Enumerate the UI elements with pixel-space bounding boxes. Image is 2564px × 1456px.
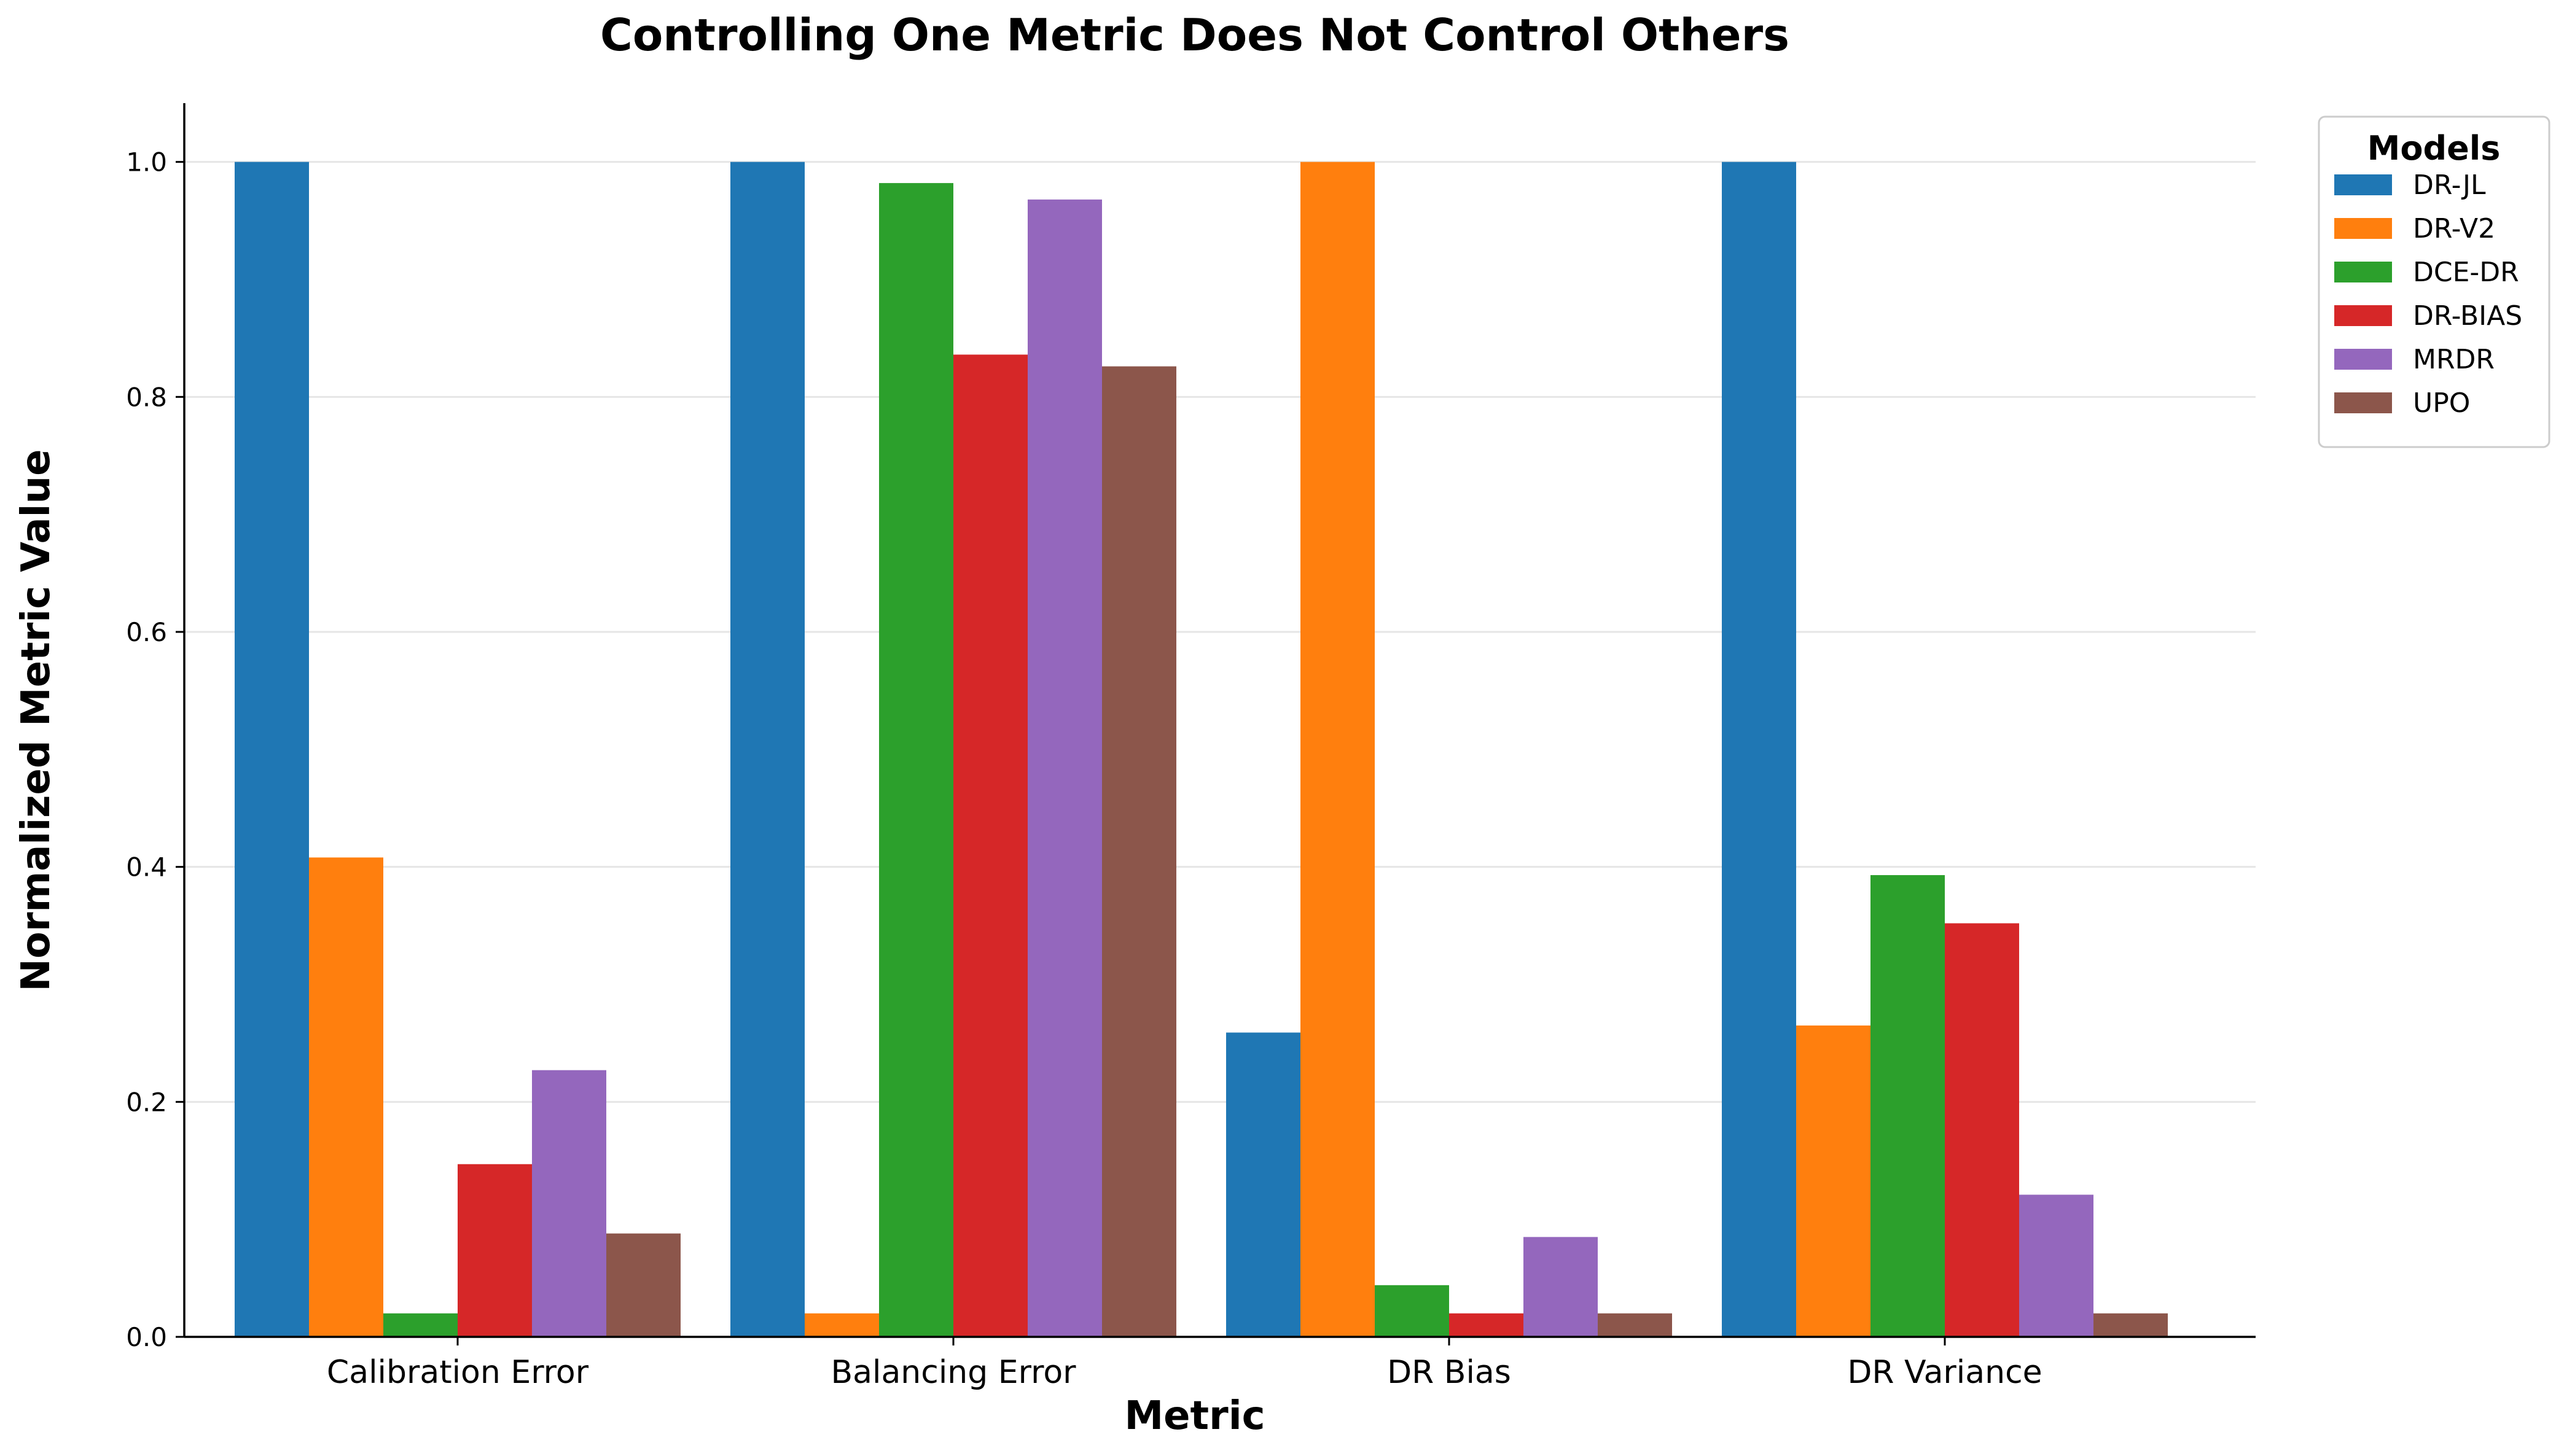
- legend-swatch-mrdr: [2334, 349, 2392, 370]
- legend-label-mrdr: MRDR: [2413, 344, 2495, 375]
- x-tick-label: Balancing Error: [831, 1354, 1076, 1391]
- y-tick-label: 0.2: [126, 1087, 167, 1117]
- bar-upo-4: [2093, 1313, 2168, 1337]
- x-ticks: Calibration Error Balancing Error DR Bias D…: [327, 1337, 2042, 1391]
- bar-dr-bias-3: [1449, 1313, 1523, 1337]
- bar-dr-jl-1: [235, 162, 309, 1337]
- y-axis-label: Normalized Metric Value: [14, 449, 59, 991]
- bar-dce-dr-4: [1870, 875, 1945, 1337]
- bar-upo-1: [606, 1233, 681, 1337]
- legend-swatch-dce-dr: [2334, 262, 2392, 282]
- bar-mrdr-2: [1028, 199, 1102, 1337]
- legend-title: Models: [2367, 129, 2501, 168]
- bar-dr-v2-2: [805, 1313, 879, 1337]
- bar-dr-bias-2: [953, 354, 1028, 1337]
- y-tick-label: 0.8: [126, 382, 167, 412]
- bar-dce-dr-2: [879, 183, 953, 1337]
- bar-dr-v2-3: [1300, 162, 1375, 1337]
- y-tick-label: 0.6: [126, 617, 167, 647]
- x-tick-label: Calibration Error: [327, 1354, 589, 1391]
- bar-dce-dr-3: [1375, 1285, 1449, 1337]
- legend-swatch-dr-bias: [2334, 305, 2392, 326]
- legend-swatch-dr-v2: [2334, 218, 2392, 239]
- chart-title: Controlling One Metric Does Not Control …: [600, 9, 1789, 61]
- y-tick-label: 1.0: [126, 147, 167, 177]
- bar-dr-v2-1: [309, 857, 383, 1337]
- bar-mrdr-4: [2019, 1194, 2093, 1337]
- legend-swatch-dr-jl: [2334, 174, 2392, 195]
- y-ticks: 0.0 0.2 0.4 0.6 0.8 1.0: [126, 147, 184, 1352]
- bar-dr-bias-1: [458, 1164, 532, 1337]
- legend-label-upo: UPO: [2413, 387, 2470, 419]
- bar-dr-jl-3: [1226, 1032, 1300, 1337]
- x-tick-label: DR Variance: [1847, 1354, 2042, 1391]
- axes: [183, 103, 2256, 1338]
- y-tick-label: 0.0: [126, 1322, 167, 1352]
- y-tick-label: 0.4: [126, 852, 167, 882]
- legend-label-dr-bias: DR-BIAS: [2413, 300, 2522, 332]
- bar-dr-jl-2: [730, 162, 805, 1337]
- bars: [235, 162, 2168, 1337]
- bar-dr-bias-4: [1945, 923, 2019, 1337]
- bar-mrdr-1: [532, 1070, 606, 1337]
- bar-upo-2: [1102, 366, 1176, 1337]
- legend-label-dr-v2: DR-V2: [2413, 213, 2495, 244]
- x-tick-label: DR Bias: [1387, 1354, 1511, 1391]
- legend-swatch-upo: [2334, 392, 2392, 413]
- bar-dr-jl-4: [1722, 162, 1796, 1337]
- legend-label-dr-jl: DR-JL: [2413, 169, 2486, 201]
- legend: Models DR-JL DR-V2 DCE-DR DR-BIAS MRDR UPO: [2318, 115, 2550, 448]
- bar-dr-v2-4: [1796, 1025, 1870, 1337]
- bar-mrdr-3: [1523, 1237, 1598, 1337]
- bar-dce-dr-1: [383, 1313, 458, 1337]
- x-axis-label: Metric: [1124, 1393, 1265, 1439]
- legend-label-dce-dr: DCE-DR: [2413, 257, 2519, 288]
- bar-upo-3: [1598, 1313, 1672, 1337]
